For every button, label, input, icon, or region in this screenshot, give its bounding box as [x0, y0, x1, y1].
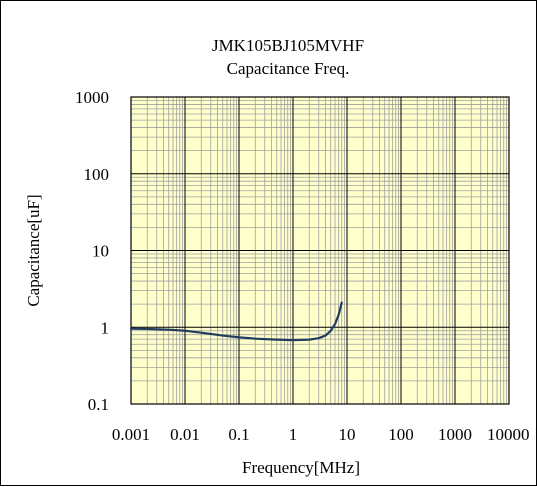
x-tick-label: 1000 [438, 425, 472, 444]
x-tick-label: 100 [388, 425, 414, 444]
y-tick-label: 10 [92, 242, 109, 261]
x-axis-label: Frequency[MHz] [242, 458, 360, 477]
plot-border [130, 96, 510, 405]
x-tick-label: 0.1 [228, 425, 249, 444]
x-tick-label: 1 [289, 425, 298, 444]
y-tick-label: 1000 [75, 88, 109, 107]
y-tick-labels: 0.1 1 10 100 1000 [75, 88, 109, 414]
x-tick-label: 0.001 [112, 425, 150, 444]
major-grid [131, 97, 509, 404]
x-tick-labels: 0.001 0.01 0.1 1 10 100 1000 10000 [112, 425, 530, 444]
y-tick-label: 1 [101, 318, 110, 337]
x-tick-label: 0.01 [170, 425, 200, 444]
series-layer [129, 301, 343, 342]
series-line [129, 301, 343, 342]
y-tick-label: 100 [84, 165, 110, 184]
chart-subtitle: Capacitance Freq. [227, 59, 350, 78]
y-tick-label: 0.1 [88, 395, 109, 414]
x-tick-label: 10000 [487, 425, 530, 444]
x-tick-label: 10 [339, 425, 356, 444]
chart-title: JMK105BJ105MVHF [212, 36, 364, 55]
y-axis-label: Capacitance[uF] [24, 194, 43, 306]
